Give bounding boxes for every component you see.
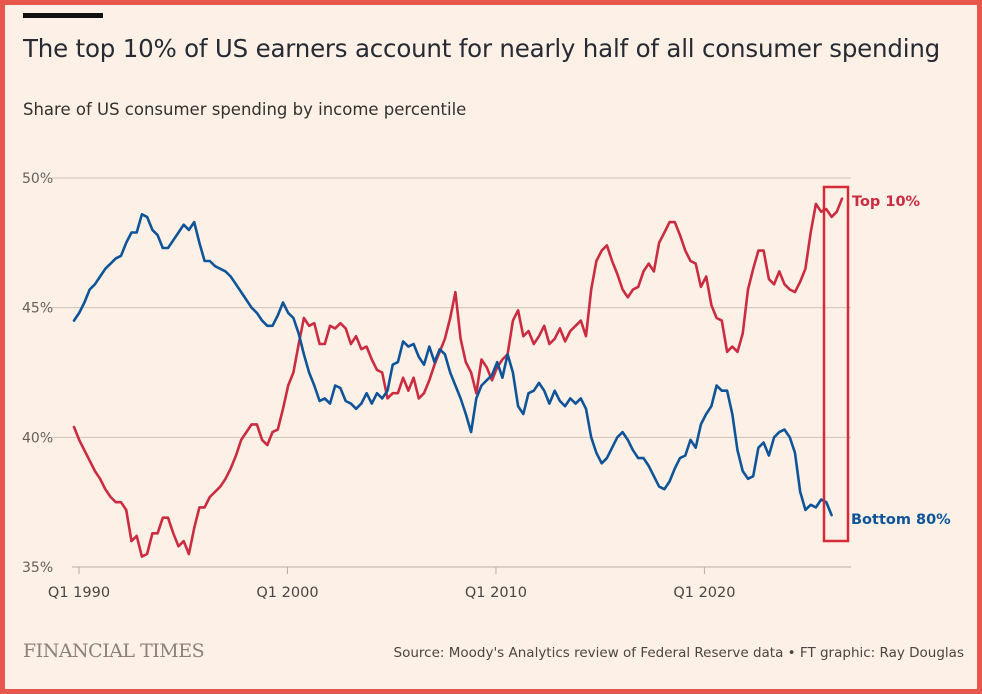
highlight-box — [822, 185, 850, 543]
source-note: Source: Moody's Analytics review of Fede… — [393, 645, 964, 661]
y-tick-label: 40% — [22, 430, 53, 446]
y-tick-label: 35% — [22, 560, 53, 576]
x-axis: Q1 1990 Q1 2000 Q1 2010 Q1 2020 — [48, 567, 735, 601]
ft-top-rule — [23, 13, 103, 18]
series-label-top10: Top 10% — [852, 194, 921, 210]
x-tick-label: Q1 2010 — [465, 585, 527, 601]
x-tick-label: Q1 1990 — [48, 585, 110, 601]
x-tick-label: Q1 2000 — [256, 585, 318, 601]
chart-title: The top 10% of US earners account for ne… — [23, 34, 941, 63]
series-line-bottom80 — [72, 213, 833, 517]
gridlines — [52, 177, 851, 568]
x-tick-label: Q1 2020 — [673, 585, 735, 601]
y-tick-label: 45% — [22, 301, 53, 317]
financial-times-logo: FINANCIAL TIMES — [23, 640, 205, 662]
series-lines — [72, 197, 844, 558]
y-axis-labels: 50% 45% 40% 35% — [22, 171, 53, 576]
chart-frame — [5, 5, 977, 689]
series-line-top10 — [72, 197, 844, 558]
chart-subtitle: Share of US consumer spending by income … — [23, 100, 467, 119]
series-label-bottom80: Bottom 80% — [851, 512, 951, 528]
y-tick-label: 50% — [22, 171, 53, 187]
